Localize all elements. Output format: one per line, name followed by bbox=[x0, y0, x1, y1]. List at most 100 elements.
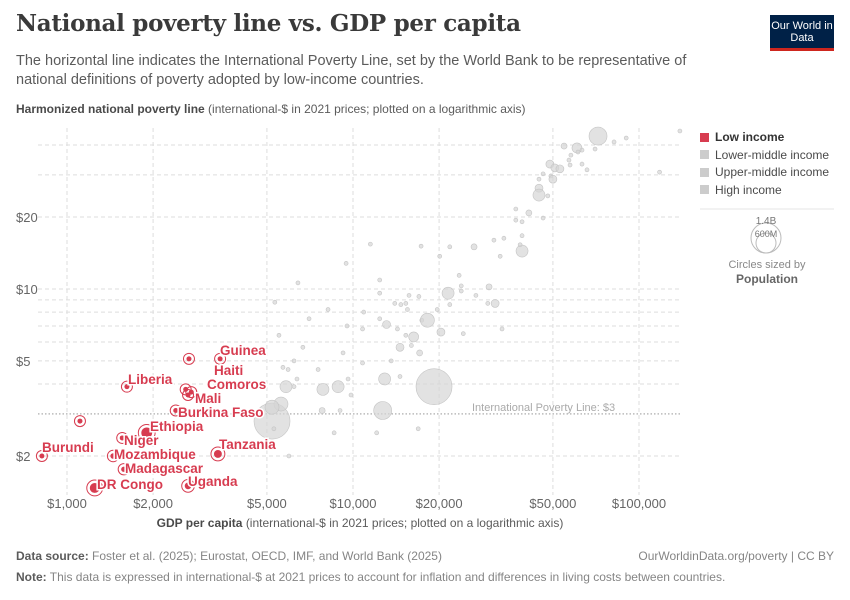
y-tick-label: $20 bbox=[16, 210, 38, 225]
data-point bbox=[418, 243, 424, 249]
country-label: Uganda bbox=[188, 474, 238, 489]
data-point bbox=[318, 407, 326, 414]
data-point bbox=[491, 237, 497, 243]
note-label: Note: bbox=[16, 570, 47, 584]
data-point bbox=[306, 316, 312, 322]
country-label: Mozambique bbox=[114, 447, 196, 462]
country-label: Guinea bbox=[220, 343, 266, 358]
data-point bbox=[579, 147, 585, 153]
data-point bbox=[392, 301, 398, 306]
data-point bbox=[406, 293, 412, 298]
country-label: Madagascar bbox=[125, 461, 204, 476]
y-tick-label: $5 bbox=[16, 354, 30, 369]
x-tick-label: $2,000 bbox=[133, 496, 173, 511]
x-axis-title-rest: (international-$ in 2021 prices; plotted… bbox=[245, 516, 564, 530]
x-tick-label: $100,000 bbox=[612, 496, 666, 511]
data-point bbox=[545, 193, 551, 199]
data-point bbox=[361, 309, 367, 315]
data-source-label: Data source: bbox=[16, 549, 89, 563]
country-label: DR Congo bbox=[97, 477, 163, 492]
data-point bbox=[566, 157, 572, 163]
data-point bbox=[436, 327, 446, 337]
data-point bbox=[420, 312, 435, 328]
data-point bbox=[536, 176, 542, 182]
low-income-point bbox=[217, 356, 223, 362]
legend-item[interactable]: Lower-middle income bbox=[700, 148, 829, 162]
data-point bbox=[345, 376, 351, 382]
data-point bbox=[368, 241, 373, 247]
data-point bbox=[568, 152, 574, 158]
x-tick-label: $5,000 bbox=[247, 496, 287, 511]
data-point bbox=[434, 307, 440, 312]
x-tick-label: $20,000 bbox=[416, 496, 463, 511]
low-income-point bbox=[89, 483, 100, 493]
data-point bbox=[623, 135, 629, 141]
low-income-point-ring bbox=[137, 423, 156, 442]
legend-swatch bbox=[700, 132, 709, 142]
data-point bbox=[280, 365, 286, 370]
poverty-reference-line: International Poverty Line: $3 bbox=[38, 402, 682, 415]
legend-swatch bbox=[700, 167, 709, 177]
data-point bbox=[294, 376, 300, 382]
size-legend-title: Circles sized by bbox=[728, 259, 806, 271]
data-point bbox=[276, 332, 282, 338]
legend-label: Low income bbox=[715, 130, 785, 144]
data-point bbox=[579, 161, 585, 167]
data-point bbox=[519, 233, 525, 239]
data-point bbox=[286, 453, 292, 459]
legend-item[interactable]: Low income bbox=[700, 130, 784, 144]
data-point bbox=[588, 126, 608, 146]
x-axis-title: GDP per capita (international-$ in 2021 … bbox=[0, 516, 720, 530]
data-point bbox=[416, 349, 423, 357]
data-point bbox=[447, 244, 453, 250]
low-income-point-ring bbox=[73, 415, 86, 428]
data-point bbox=[513, 206, 519, 212]
data-point bbox=[291, 358, 297, 364]
data-point bbox=[415, 368, 453, 405]
note: Note: This data is expressed in internat… bbox=[16, 570, 725, 584]
data-point bbox=[460, 331, 466, 336]
data-point bbox=[272, 299, 278, 305]
low-income-point-ring bbox=[181, 479, 195, 493]
data-point bbox=[519, 219, 525, 225]
data-point bbox=[567, 162, 573, 168]
owid-logo[interactable]: Our World in Data bbox=[770, 15, 834, 51]
country-label: Liberia bbox=[128, 372, 173, 387]
data-point bbox=[555, 164, 565, 174]
low-income-point-ring bbox=[35, 450, 48, 462]
data-source-text: Foster et al. (2025); Eurostat, OECD, IM… bbox=[92, 549, 442, 563]
data-point bbox=[584, 167, 590, 173]
data-point bbox=[344, 323, 350, 329]
data-point bbox=[437, 253, 443, 259]
legend-item[interactable]: Upper-middle income bbox=[700, 165, 829, 179]
data-point bbox=[458, 283, 464, 289]
data-point bbox=[517, 242, 523, 248]
country-label: Burkina Faso bbox=[178, 405, 264, 420]
legend-label: High income bbox=[715, 182, 782, 197]
low-income-point bbox=[124, 384, 130, 390]
country-labels: Burundi DR CongoMadagascarMozambiqueNiger… bbox=[41, 342, 278, 494]
legend-item[interactable]: High income bbox=[700, 183, 782, 197]
data-point bbox=[378, 372, 391, 386]
data-point bbox=[560, 142, 568, 150]
data-point bbox=[548, 174, 558, 184]
low-income-point-ring bbox=[169, 404, 182, 417]
country-label: Comoros bbox=[207, 377, 266, 392]
low-income-point-ring bbox=[185, 386, 198, 399]
data-point bbox=[285, 367, 291, 372]
source-url-link[interactable]: OurWorldinData.org/poverty | CC BY bbox=[638, 549, 834, 563]
data-point bbox=[441, 286, 455, 300]
chart-title: National poverty line vs. GDP per capita bbox=[16, 10, 521, 37]
data-point bbox=[343, 261, 349, 266]
data-point bbox=[300, 344, 306, 350]
data-point bbox=[447, 302, 453, 307]
other-income-points bbox=[253, 126, 683, 459]
low-income-point bbox=[121, 466, 127, 472]
y-axis-title-bold: Harmonized national poverty line bbox=[16, 102, 205, 116]
data-point bbox=[540, 215, 546, 221]
low-income-point-ring bbox=[214, 352, 227, 365]
data-point bbox=[497, 253, 503, 259]
y-axis-title: Harmonized national poverty line (intern… bbox=[16, 102, 526, 116]
low-income-point bbox=[77, 418, 83, 424]
